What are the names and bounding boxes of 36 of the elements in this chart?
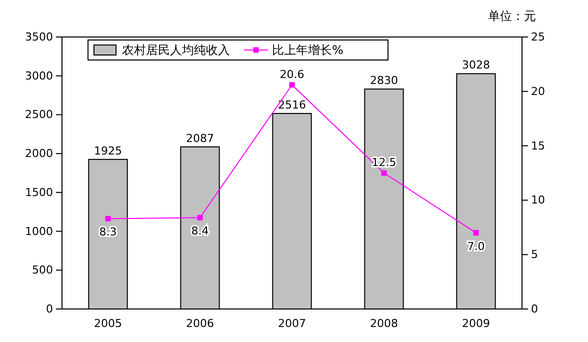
y2-tick-label: 20 [531, 84, 545, 98]
y2-tick-label: 10 [531, 194, 545, 207]
x-tick-label: 2005 [94, 316, 122, 330]
y-tick-label: 2500 [25, 108, 53, 122]
data-label: 3028 [462, 58, 490, 72]
point [473, 230, 479, 236]
legend-label: 比上年增长% [272, 43, 344, 57]
data-label: 1925 [94, 144, 122, 158]
y2-tick-label: 15 [531, 139, 545, 152]
point [105, 216, 111, 222]
data-label: 2087 [186, 132, 214, 145]
y-tick-label: 0 [46, 302, 53, 316]
x-tick-label: 2008 [370, 316, 398, 330]
y2-tick-label: 5 [531, 248, 538, 262]
data-label: 8.4 [191, 224, 209, 238]
legend-label: 农村居民人均纯收入 [122, 43, 230, 57]
x-tick-label: 2009 [462, 316, 490, 330]
y-tick-label: 2000 [25, 147, 53, 160]
data-label: 8.3 [99, 226, 117, 239]
data-label: 2516 [278, 98, 306, 112]
y2-tick-label: 0 [531, 302, 538, 316]
y-tick-label: 1500 [25, 186, 53, 199]
text: 单位：元 [488, 9, 536, 23]
y-tick-label: 3000 [25, 69, 53, 82]
data-label: 12.5 [372, 156, 396, 169]
data-label: 20.6 [280, 68, 304, 81]
point [197, 214, 203, 220]
y2-tick-label: 25 [531, 30, 545, 44]
x-tick-label: 2006 [186, 316, 214, 330]
data-label: 7.0 [467, 240, 485, 253]
x-tick-label: 2007 [278, 316, 306, 330]
y-tick-label: 1000 [25, 224, 53, 238]
data-label: 2830 [370, 74, 398, 88]
y-tick-label: 500 [32, 264, 53, 277]
y-tick-label: 3500 [25, 30, 53, 44]
point [289, 82, 295, 88]
